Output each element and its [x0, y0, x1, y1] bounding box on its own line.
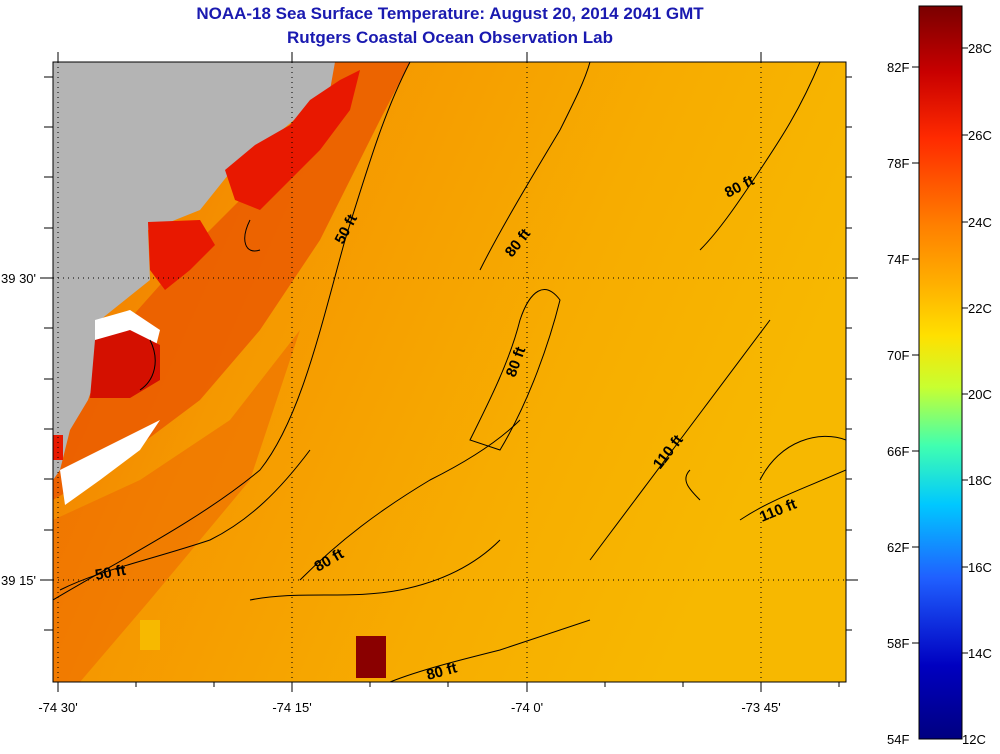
- cb-c-28: 28C: [968, 41, 992, 56]
- contour-coastal-2: [139, 339, 156, 391]
- cb-f-54: 54F: [887, 732, 909, 747]
- contour-80ft-north: [479, 62, 591, 271]
- lat-label-1: 39 30': [1, 271, 36, 286]
- cb-f-74: 74F: [887, 252, 909, 267]
- plot-area: [53, 62, 846, 682]
- contour-110ft: [589, 319, 771, 561]
- cb-f-58: 58F: [887, 636, 909, 651]
- graticule: [53, 62, 846, 682]
- title-line-1: NOAA-18 Sea Surface Temperature: August …: [196, 4, 704, 23]
- map-title: NOAA-18 Sea Surface Temperature: August …: [0, 2, 900, 50]
- lon-label-4: -73 45': [741, 700, 780, 715]
- title-line-2: Rutgers Coastal Ocean Observation Lab: [287, 28, 613, 47]
- southwest-warm-zone: [53, 330, 300, 682]
- cb-f-82: 82F: [887, 60, 909, 75]
- contour-80ft-bottom: [389, 619, 591, 682]
- lon-label-3: -74 0': [511, 700, 543, 715]
- contour-80ft-south: [249, 539, 501, 601]
- contour-80ft-ridge: [469, 289, 561, 451]
- no-data-patch-2: [60, 420, 160, 505]
- cb-c-16: 16C: [968, 560, 992, 575]
- contour-coastal: [244, 219, 261, 252]
- bathymetry-contours: [53, 62, 846, 682]
- contour-50ft-south: [59, 449, 311, 591]
- lon-label-2: -74 15': [272, 700, 311, 715]
- lat-label-2: 39 15': [1, 573, 36, 588]
- cb-c-18: 18C: [968, 473, 992, 488]
- cb-f-62: 62F: [887, 540, 909, 555]
- plot-frame: [52, 61, 847, 683]
- cb-c-24: 24C: [968, 215, 992, 230]
- cb-c-22: 22C: [968, 301, 992, 316]
- contour-80ft-east: [699, 62, 821, 251]
- lon-label-1: -74 30': [38, 700, 77, 715]
- contour-110ft-loop: [759, 435, 846, 481]
- cb-c-14: 14C: [968, 646, 992, 661]
- cb-c-12: 12C: [962, 732, 986, 747]
- cool-spot: [140, 620, 160, 650]
- axis-ticks: [40, 52, 858, 692]
- hot-coastal-patch: [225, 70, 360, 210]
- contour-110ft-east: [739, 469, 846, 521]
- colorbar-ticks: [912, 47, 968, 654]
- hot-coastal-patch-3: [90, 330, 160, 398]
- colorbar: 82F 78F 74F 70F 66F 62F 58F 54F 28C 26C …: [887, 5, 992, 747]
- land-mask: [53, 62, 335, 480]
- hot-coastal-patch-2: [148, 220, 215, 290]
- contour-small: [685, 469, 701, 501]
- colorbar-scale: [918, 5, 963, 740]
- hot-offshore-patch: [356, 636, 386, 678]
- contour-label-50ft-south: 50 ft: [94, 562, 127, 584]
- cb-f-78: 78F: [887, 156, 909, 171]
- cb-f-70: 70F: [887, 348, 909, 363]
- contour-50ft: [53, 62, 411, 601]
- contour-80ft-mid: [299, 419, 521, 581]
- cb-f-66: 66F: [887, 444, 909, 459]
- cb-c-20: 20C: [968, 387, 992, 402]
- cb-c-26: 26C: [968, 128, 992, 143]
